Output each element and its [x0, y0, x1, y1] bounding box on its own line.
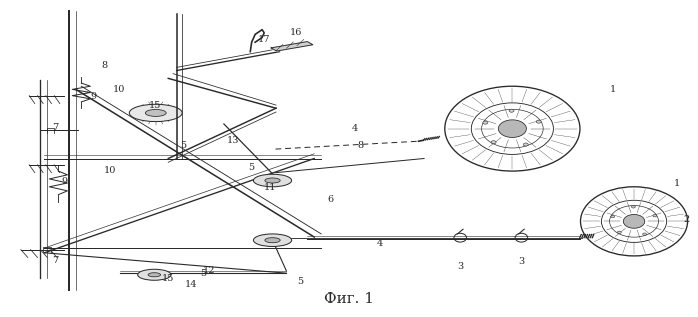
Ellipse shape — [483, 121, 488, 124]
Text: Фиг. 1: Фиг. 1 — [324, 292, 374, 306]
Text: 4: 4 — [377, 239, 383, 248]
Text: 15: 15 — [149, 100, 161, 110]
Text: 7: 7 — [52, 123, 58, 132]
Text: 11: 11 — [264, 183, 276, 192]
Text: 9: 9 — [61, 177, 67, 186]
Polygon shape — [271, 42, 313, 51]
Text: 6: 6 — [328, 195, 334, 204]
Text: 3: 3 — [519, 257, 524, 266]
Ellipse shape — [265, 238, 280, 243]
Text: 2: 2 — [683, 215, 690, 224]
Ellipse shape — [536, 120, 541, 123]
Ellipse shape — [491, 141, 496, 144]
Text: 5: 5 — [181, 141, 186, 151]
Text: 13: 13 — [227, 136, 239, 145]
Ellipse shape — [524, 143, 528, 146]
Ellipse shape — [623, 214, 645, 228]
Ellipse shape — [643, 233, 646, 236]
Ellipse shape — [653, 215, 657, 217]
Text: 15: 15 — [162, 274, 174, 283]
Ellipse shape — [618, 231, 621, 234]
Ellipse shape — [632, 206, 635, 208]
Ellipse shape — [509, 109, 514, 112]
Ellipse shape — [138, 269, 171, 280]
Ellipse shape — [253, 234, 292, 247]
Text: 8: 8 — [101, 61, 107, 70]
Text: 9: 9 — [90, 92, 96, 101]
Text: 1: 1 — [610, 85, 616, 94]
Ellipse shape — [129, 104, 182, 122]
Text: 5: 5 — [248, 164, 255, 172]
Text: 4: 4 — [351, 124, 357, 133]
Text: 8: 8 — [357, 141, 363, 151]
Text: 17: 17 — [258, 35, 270, 44]
Ellipse shape — [265, 178, 280, 183]
Ellipse shape — [145, 109, 166, 116]
Text: 12: 12 — [202, 266, 215, 275]
Text: 3: 3 — [457, 262, 463, 271]
Text: 10: 10 — [112, 86, 125, 94]
Text: 7: 7 — [52, 256, 58, 265]
Ellipse shape — [253, 174, 292, 187]
Text: 14: 14 — [185, 280, 198, 289]
Ellipse shape — [611, 215, 615, 218]
Ellipse shape — [498, 120, 526, 138]
Text: 10: 10 — [104, 166, 116, 175]
Ellipse shape — [148, 273, 161, 277]
Text: 1: 1 — [674, 179, 681, 188]
Text: 5: 5 — [200, 269, 206, 278]
Text: 16: 16 — [290, 28, 302, 37]
Text: 5: 5 — [297, 277, 304, 286]
